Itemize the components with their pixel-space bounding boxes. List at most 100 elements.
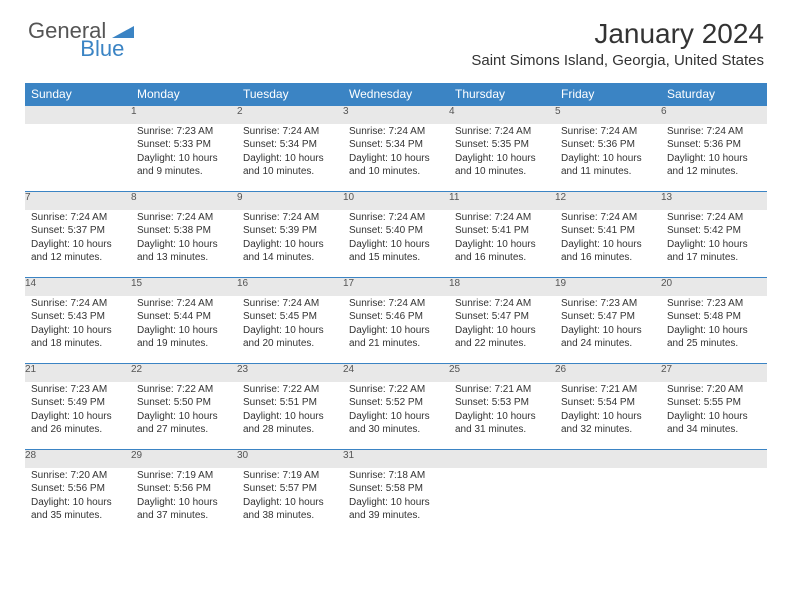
day-dayl1: Daylight: 10 hours [561,411,655,424]
day-dayl2: and 27 minutes. [137,424,231,437]
day-cell: Sunrise: 7:23 AMSunset: 5:47 PMDaylight:… [555,296,661,364]
day-sunset: Sunset: 5:41 PM [561,225,655,238]
day-cell [661,468,767,536]
day-sunset: Sunset: 5:56 PM [31,483,125,496]
day-header: Sunday [25,83,131,106]
day-sunrise: Sunrise: 7:21 AM [455,384,549,397]
week-number-row: 123456 [25,106,767,124]
day-sunrise: Sunrise: 7:24 AM [455,298,549,311]
day-cell: Sunrise: 7:21 AMSunset: 5:53 PMDaylight:… [449,382,555,450]
day-number: 22 [131,364,237,382]
day-sunrise: Sunrise: 7:23 AM [31,384,125,397]
day-cell: Sunrise: 7:22 AMSunset: 5:52 PMDaylight:… [343,382,449,450]
day-dayl1: Daylight: 10 hours [349,497,443,510]
day-number: 8 [131,192,237,210]
day-dayl2: and 13 minutes. [137,252,231,265]
day-cell: Sunrise: 7:22 AMSunset: 5:50 PMDaylight:… [131,382,237,450]
day-sunrise: Sunrise: 7:24 AM [667,126,761,139]
brand-part2: Blue [80,36,124,62]
day-sunrise: Sunrise: 7:23 AM [137,126,231,139]
day-sunrise: Sunrise: 7:24 AM [243,126,337,139]
day-sunset: Sunset: 5:58 PM [349,483,443,496]
day-dayl2: and 17 minutes. [667,252,761,265]
day-cell: Sunrise: 7:24 AMSunset: 5:36 PMDaylight:… [555,124,661,192]
day-cell [25,124,131,192]
day-number: 9 [237,192,343,210]
day-dayl2: and 34 minutes. [667,424,761,437]
day-number: 16 [237,278,343,296]
day-sunrise: Sunrise: 7:24 AM [31,298,125,311]
day-cell: Sunrise: 7:24 AMSunset: 5:34 PMDaylight:… [343,124,449,192]
day-sunset: Sunset: 5:46 PM [349,311,443,324]
day-sunrise: Sunrise: 7:24 AM [349,298,443,311]
day-sunrise: Sunrise: 7:22 AM [349,384,443,397]
day-sunset: Sunset: 5:44 PM [137,311,231,324]
day-sunset: Sunset: 5:38 PM [137,225,231,238]
day-sunrise: Sunrise: 7:23 AM [561,298,655,311]
day-header: Wednesday [343,83,449,106]
day-sunrise: Sunrise: 7:24 AM [243,298,337,311]
day-number: 11 [449,192,555,210]
day-sunrise: Sunrise: 7:19 AM [137,470,231,483]
month-title: January 2024 [471,18,764,50]
day-dayl2: and 20 minutes. [243,338,337,351]
day-dayl1: Daylight: 10 hours [349,239,443,252]
day-number [449,450,555,468]
day-sunset: Sunset: 5:43 PM [31,311,125,324]
day-cell: Sunrise: 7:20 AMSunset: 5:55 PMDaylight:… [661,382,767,450]
brand-logo: General Blue [28,18,182,44]
day-cell: Sunrise: 7:20 AMSunset: 5:56 PMDaylight:… [25,468,131,536]
day-sunrise: Sunrise: 7:24 AM [667,212,761,225]
day-number: 7 [25,192,131,210]
day-dayl1: Daylight: 10 hours [31,325,125,338]
day-cell: Sunrise: 7:24 AMSunset: 5:34 PMDaylight:… [237,124,343,192]
day-cell: Sunrise: 7:21 AMSunset: 5:54 PMDaylight:… [555,382,661,450]
week-number-row: 21222324252627 [25,364,767,382]
day-sunrise: Sunrise: 7:24 AM [455,212,549,225]
day-number: 15 [131,278,237,296]
day-cell: Sunrise: 7:19 AMSunset: 5:57 PMDaylight:… [237,468,343,536]
day-sunrise: Sunrise: 7:24 AM [243,212,337,225]
day-dayl2: and 12 minutes. [667,166,761,179]
day-number: 13 [661,192,767,210]
day-dayl2: and 35 minutes. [31,510,125,523]
week-content-row: Sunrise: 7:23 AMSunset: 5:33 PMDaylight:… [25,124,767,192]
day-number: 6 [661,106,767,124]
day-header: Tuesday [237,83,343,106]
day-dayl2: and 39 minutes. [349,510,443,523]
day-number: 2 [237,106,343,124]
day-sunrise: Sunrise: 7:22 AM [137,384,231,397]
day-sunset: Sunset: 5:37 PM [31,225,125,238]
day-dayl2: and 11 minutes. [561,166,655,179]
day-sunset: Sunset: 5:57 PM [243,483,337,496]
day-number: 5 [555,106,661,124]
day-dayl1: Daylight: 10 hours [455,411,549,424]
day-sunset: Sunset: 5:50 PM [137,397,231,410]
day-dayl2: and 21 minutes. [349,338,443,351]
day-cell: Sunrise: 7:24 AMSunset: 5:36 PMDaylight:… [661,124,767,192]
day-sunrise: Sunrise: 7:18 AM [349,470,443,483]
day-cell: Sunrise: 7:23 AMSunset: 5:48 PMDaylight:… [661,296,767,364]
day-sunset: Sunset: 5:45 PM [243,311,337,324]
day-dayl2: and 12 minutes. [31,252,125,265]
day-number: 18 [449,278,555,296]
day-sunset: Sunset: 5:53 PM [455,397,549,410]
day-dayl1: Daylight: 10 hours [561,325,655,338]
day-cell [449,468,555,536]
day-number: 1 [131,106,237,124]
day-sunset: Sunset: 5:42 PM [667,225,761,238]
day-sunset: Sunset: 5:56 PM [137,483,231,496]
day-sunrise: Sunrise: 7:22 AM [243,384,337,397]
week-content-row: Sunrise: 7:24 AM Sunset: 5:37 PM Daylight:… [25,210,767,278]
day-dayl1: Daylight: 10 hours [137,411,231,424]
day-number: 24 [343,364,449,382]
day-cell: Sunrise: 7:24 AMSunset: 5:42 PMDaylight:… [661,210,767,278]
day-number: 28 [25,450,131,468]
day-sunset: Sunset: 5:49 PM [31,397,125,410]
day-dayl1: Daylight: 10 hours [31,411,125,424]
day-cell: Sunrise: 7:24 AMSunset: 5:37 PMDaylight:… [25,210,131,278]
day-cell [555,468,661,536]
day-sunset: Sunset: 5:35 PM [455,139,549,152]
day-dayl2: and 24 minutes. [561,338,655,351]
day-dayl2: and 38 minutes. [243,510,337,523]
